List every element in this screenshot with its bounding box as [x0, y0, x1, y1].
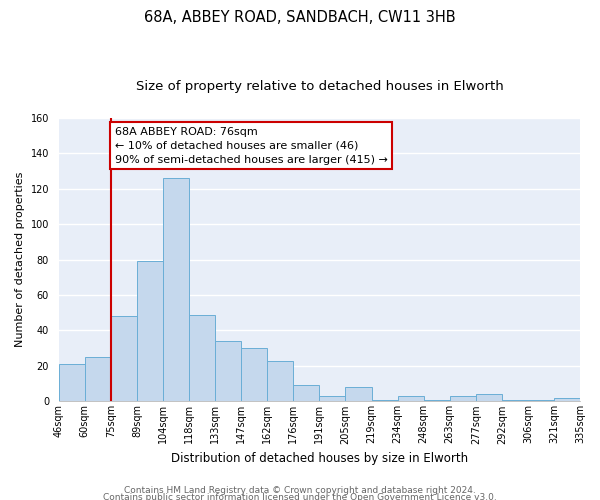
Bar	[476, 394, 502, 402]
Bar	[554, 398, 580, 402]
Text: 68A ABBEY ROAD: 76sqm
← 10% of detached houses are smaller (46)
90% of semi-deta: 68A ABBEY ROAD: 76sqm ← 10% of detached …	[115, 126, 388, 164]
Text: Contains public sector information licensed under the Open Government Licence v3: Contains public sector information licen…	[103, 494, 497, 500]
Bar	[137, 262, 163, 402]
Bar	[163, 178, 189, 402]
Bar	[424, 400, 449, 402]
Bar	[398, 396, 424, 402]
Bar	[111, 316, 137, 402]
Bar	[319, 396, 346, 402]
Bar	[346, 387, 371, 402]
X-axis label: Distribution of detached houses by size in Elworth: Distribution of detached houses by size …	[171, 452, 468, 465]
Bar	[502, 400, 528, 402]
Bar	[85, 357, 111, 402]
Text: 68A, ABBEY ROAD, SANDBACH, CW11 3HB: 68A, ABBEY ROAD, SANDBACH, CW11 3HB	[144, 10, 456, 25]
Bar	[528, 400, 554, 402]
Bar	[449, 396, 476, 402]
Title: Size of property relative to detached houses in Elworth: Size of property relative to detached ho…	[136, 80, 503, 93]
Bar	[267, 360, 293, 402]
Y-axis label: Number of detached properties: Number of detached properties	[15, 172, 25, 348]
Text: Contains HM Land Registry data © Crown copyright and database right 2024.: Contains HM Land Registry data © Crown c…	[124, 486, 476, 495]
Bar	[293, 386, 319, 402]
Bar	[189, 314, 215, 402]
Bar	[215, 341, 241, 402]
Bar	[371, 400, 398, 402]
Bar	[59, 364, 85, 402]
Bar	[241, 348, 267, 402]
